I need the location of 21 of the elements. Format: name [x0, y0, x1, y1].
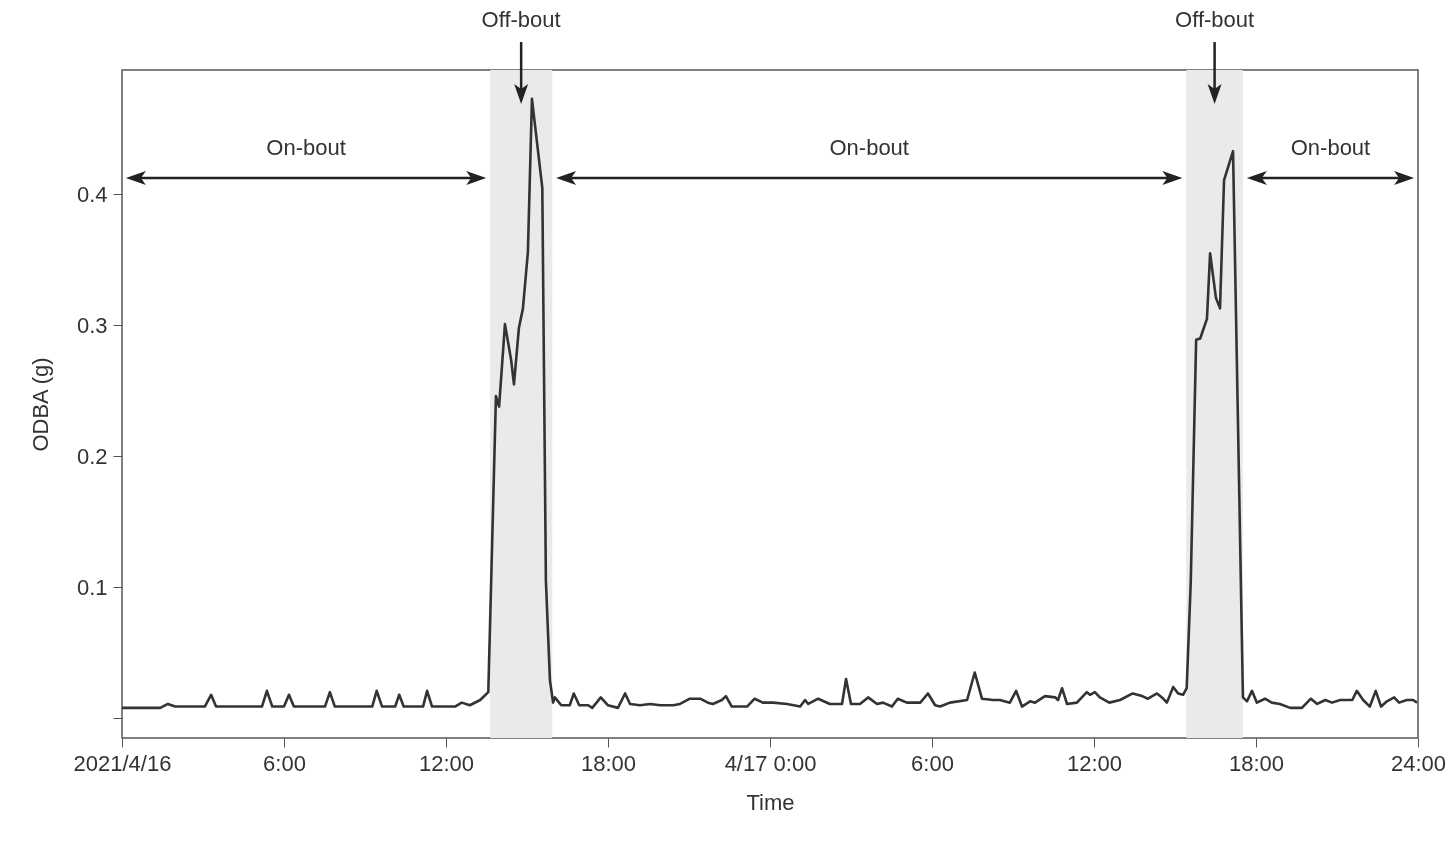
band-label: Off-bout	[481, 7, 561, 32]
y-tick-label: 0.1	[76, 574, 108, 600]
y-tick-label: 0.4	[76, 181, 108, 207]
x-tick-label: 2021/4/16	[73, 750, 172, 776]
line-series	[122, 97, 1418, 710]
x-tick-label: 6:00	[911, 750, 954, 776]
y-axis-title: ODBA (g)	[27, 357, 53, 452]
band-label: Off-bout	[1175, 7, 1255, 32]
x-tick-label: 18:00	[1228, 750, 1285, 776]
x-tick-label: 12:00	[1066, 750, 1123, 776]
y-tick-label: 0.3	[76, 312, 108, 338]
x-tick-label: 18:00	[580, 750, 637, 776]
annotation: On-bout	[1290, 135, 1371, 160]
x-tick-label: 6:00	[263, 750, 306, 776]
x-tick-label: 4/17 0:00	[724, 750, 817, 776]
x-axis-title: Time	[746, 789, 795, 815]
y-tick-label: 0.2	[76, 443, 108, 469]
annotation: On-bout	[829, 135, 909, 160]
x-tick-label: 12:00	[418, 750, 475, 776]
x-tick-label: 24:00	[1390, 750, 1447, 776]
annotation: On-bout	[266, 135, 346, 160]
